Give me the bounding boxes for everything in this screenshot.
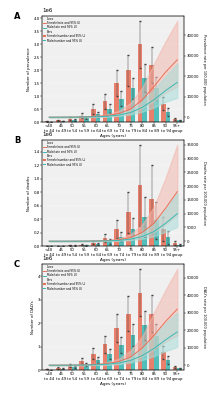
- X-axis label: Ages (years): Ages (years): [100, 382, 126, 386]
- Bar: [96, 114, 100, 122]
- Y-axis label: DALYs rate per 100,000 population: DALYs rate per 100,000 population: [202, 286, 206, 348]
- Bar: [107, 241, 112, 246]
- Bar: [142, 217, 147, 246]
- Bar: [68, 365, 72, 370]
- Bar: [84, 245, 89, 246]
- Bar: [126, 212, 131, 246]
- Bar: [56, 120, 61, 122]
- Bar: [154, 88, 159, 122]
- Bar: [114, 328, 119, 370]
- Bar: [61, 121, 65, 122]
- Bar: [177, 245, 182, 246]
- Bar: [114, 229, 119, 246]
- Bar: [131, 335, 135, 370]
- Bar: [56, 368, 61, 370]
- Bar: [79, 116, 84, 122]
- Bar: [79, 245, 84, 246]
- Bar: [119, 99, 124, 122]
- Bar: [126, 70, 131, 122]
- Bar: [142, 325, 147, 370]
- Bar: [177, 368, 182, 370]
- Bar: [107, 354, 112, 370]
- Bar: [61, 369, 65, 370]
- Bar: [173, 368, 177, 370]
- Text: B: B: [14, 136, 20, 145]
- Bar: [138, 186, 142, 246]
- Legend: Lines, Female/rate and 95% UI, Male/rate and 95% UI, Bars, Female/number and 95%: Lines, Female/rate and 95% UI, Male/rate…: [43, 140, 85, 167]
- Bar: [126, 314, 131, 370]
- Bar: [138, 44, 142, 122]
- Bar: [91, 109, 96, 122]
- Bar: [161, 229, 166, 246]
- Bar: [142, 78, 147, 122]
- Bar: [84, 365, 89, 370]
- Bar: [103, 344, 107, 370]
- X-axis label: Ages (years): Ages (years): [100, 258, 126, 262]
- Y-axis label: Number of deaths: Number of deaths: [28, 175, 32, 211]
- Bar: [161, 104, 166, 122]
- Legend: Lines, Female/rate and 95% UI, Male/rate and 95% UI, Bars, Female/number and 95%: Lines, Female/rate and 95% UI, Male/rate…: [43, 16, 85, 43]
- Bar: [166, 112, 170, 122]
- Bar: [138, 292, 142, 370]
- X-axis label: Ages (years): Ages (years): [100, 134, 126, 138]
- Y-axis label: Prevalence rate per 100,000 population: Prevalence rate per 100,000 population: [202, 34, 206, 104]
- Bar: [91, 243, 96, 246]
- Bar: [114, 83, 119, 122]
- Bar: [79, 361, 84, 370]
- Bar: [96, 244, 100, 246]
- Bar: [44, 369, 49, 370]
- Legend: Lines, Female/rate and 95% UI, Male/rate and 95% UI, Bars, Female/number and 95%: Lines, Female/rate and 95% UI, Male/rate…: [43, 264, 85, 291]
- Bar: [119, 236, 124, 246]
- Bar: [91, 354, 96, 370]
- Bar: [166, 237, 170, 246]
- Bar: [131, 228, 135, 246]
- Bar: [68, 119, 72, 122]
- Bar: [149, 199, 154, 246]
- Bar: [173, 243, 177, 246]
- Y-axis label: Number of prevalence: Number of prevalence: [28, 47, 32, 91]
- Bar: [72, 120, 77, 122]
- Bar: [103, 238, 107, 246]
- Y-axis label: Deaths rate per 100,000 population: Deaths rate per 100,000 population: [202, 161, 206, 225]
- Text: C: C: [14, 260, 20, 269]
- Y-axis label: Number of DALYs: Number of DALYs: [31, 300, 35, 334]
- Bar: [107, 108, 112, 122]
- Bar: [177, 120, 182, 122]
- Bar: [166, 360, 170, 370]
- Bar: [173, 120, 177, 122]
- Bar: [119, 345, 124, 370]
- Bar: [149, 65, 154, 122]
- Bar: [103, 101, 107, 122]
- Bar: [72, 367, 77, 370]
- Bar: [154, 336, 159, 370]
- Bar: [149, 314, 154, 370]
- Bar: [131, 88, 135, 122]
- Text: A: A: [14, 12, 20, 21]
- Bar: [154, 220, 159, 246]
- Bar: [96, 360, 100, 370]
- Bar: [161, 352, 166, 370]
- Bar: [84, 118, 89, 122]
